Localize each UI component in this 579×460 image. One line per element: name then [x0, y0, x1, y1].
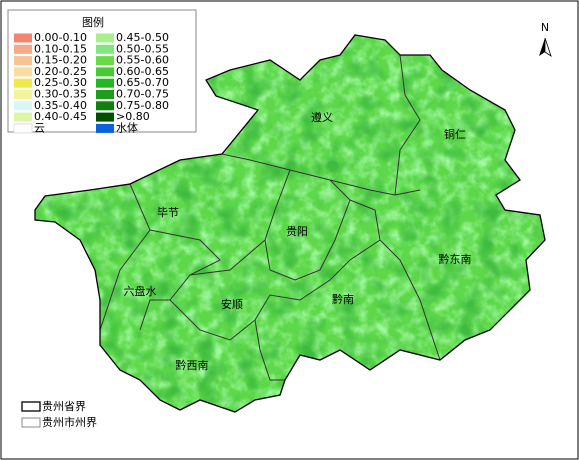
legend-label: 0.45-0.50 — [116, 31, 169, 44]
region-label: 六盘水 — [124, 284, 157, 298]
legend-label: 0.35-0.40 — [34, 99, 87, 112]
legend-swatch — [14, 56, 32, 66]
legend-label: 0.40-0.45 — [34, 110, 87, 123]
region-label: 铜仁 — [444, 127, 466, 141]
region-label: 贵阳 — [286, 225, 308, 238]
region-label: 黔西南 — [176, 358, 209, 372]
legend-label: 0.55-0.60 — [116, 54, 169, 67]
legend-swatch — [96, 101, 114, 111]
legend-title: 图例 — [82, 15, 104, 29]
legend-label: 云 — [34, 121, 45, 134]
legend-label: >0.80 — [116, 110, 150, 123]
legend-label: 0.75-0.80 — [116, 99, 169, 112]
legend-swatch — [14, 44, 32, 54]
legend-swatch — [96, 78, 114, 88]
prefecture-legend-label: 贵州市州界 — [42, 415, 97, 429]
region-label: 安顺 — [221, 297, 243, 311]
legend-label: 水体 — [116, 120, 138, 134]
legend-label: 0.10-0.15 — [34, 42, 87, 55]
legend-swatch — [96, 33, 114, 43]
legend-label: 0.15-0.20 — [34, 54, 87, 67]
prefecture-swatch — [21, 417, 41, 428]
legend-swatch — [96, 90, 114, 99]
region-label: 黔东南 — [439, 252, 472, 266]
legend-swatch — [96, 123, 114, 133]
region-label: 黔南 — [332, 292, 354, 306]
legend-label: 0.65-0.70 — [116, 76, 169, 89]
legend-swatch — [14, 101, 32, 111]
legend-swatch — [14, 90, 32, 99]
north-arrow: N — [539, 21, 552, 57]
legend-label: 0.70-0.75 — [116, 88, 169, 101]
prefecture-boundaries — [99, 54, 441, 381]
legend-label: 0.00-0.10 — [34, 31, 87, 44]
legend-swatch — [14, 67, 32, 77]
legend-swatch — [96, 44, 114, 54]
region-label: 遵义 — [311, 110, 333, 124]
province-legend-label: 贵州省界 — [42, 400, 86, 413]
legend-swatch — [14, 33, 32, 43]
legend-label: 0.30-0.35 — [34, 88, 87, 101]
legend-swatch — [96, 67, 114, 77]
legend-label: 0.60-0.65 — [116, 65, 169, 78]
legend-label: 0.25-0.30 — [34, 76, 87, 89]
legend-swatch — [14, 78, 32, 88]
legend-swatch — [96, 56, 114, 66]
province-swatch — [21, 401, 41, 412]
legend-swatch — [13, 123, 33, 134]
legend-swatch — [96, 112, 114, 122]
legend-swatch — [14, 112, 32, 122]
legend: 0.00-0.100.10-0.150.15-0.200.20-0.250.25… — [13, 31, 169, 134]
legend-label: 0.20-0.25 — [34, 65, 87, 78]
legend-label: 0.50-0.55 — [116, 42, 169, 55]
north-label: N — [541, 21, 549, 34]
region-label: 毕节 — [157, 206, 179, 219]
